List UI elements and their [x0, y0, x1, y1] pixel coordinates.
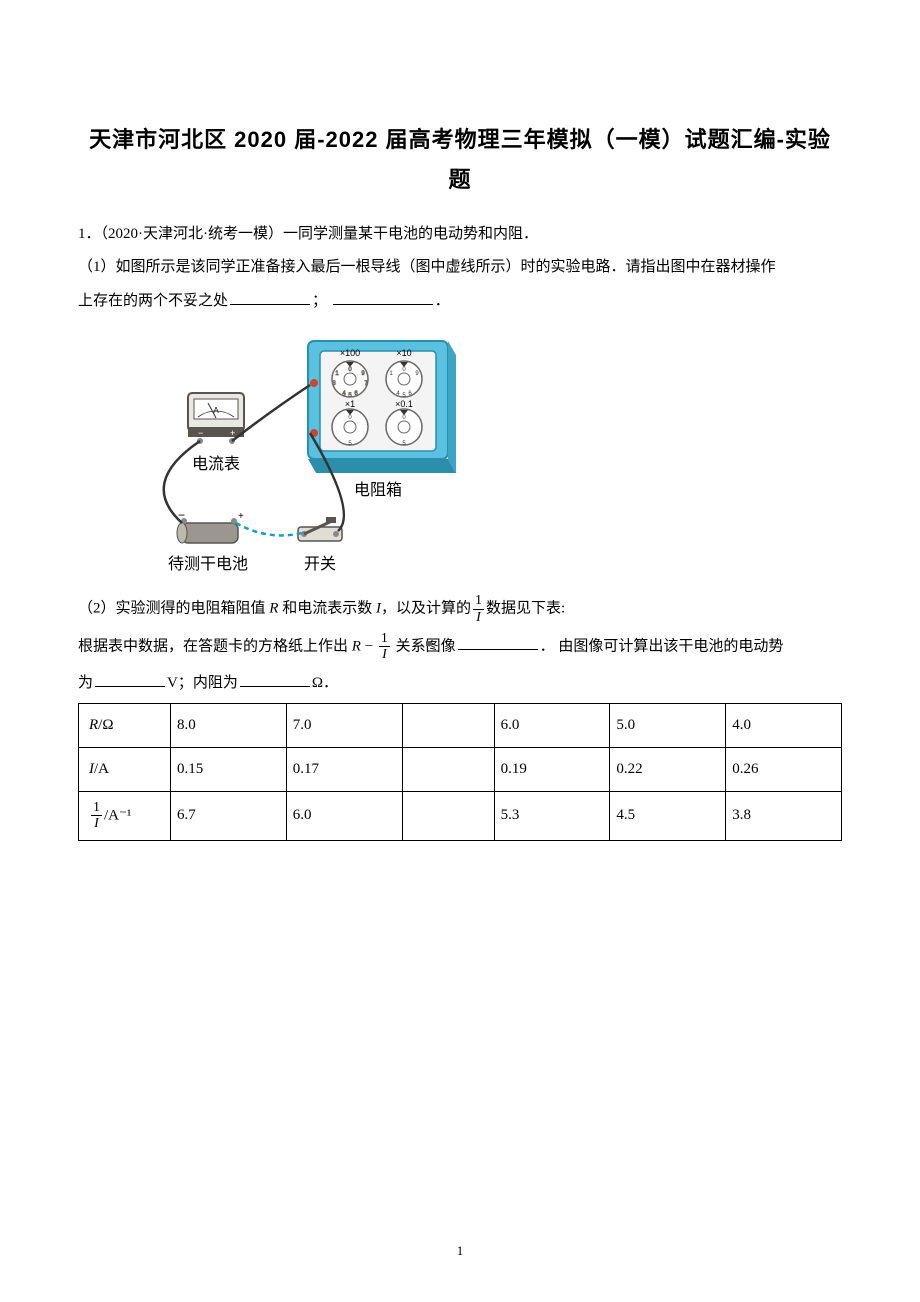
- cell: 7.0: [286, 703, 402, 747]
- cell: 0.22: [610, 747, 726, 791]
- period-1: ．: [435, 293, 450, 309]
- cell: 5.0: [610, 703, 726, 747]
- table-row: 1I/A⁻¹ 6.7 6.0 5.3 4.5 3.8: [79, 791, 842, 840]
- cell: 4.0: [726, 703, 842, 747]
- circuit-figure: ×100 0 1 9 3 7 4 6 5 ×10: [78, 323, 842, 583]
- row-header-I: I/A: [79, 747, 171, 791]
- q1-part1-line1: （1）如图所示是该同学正准备接入最后一根导线（图中虚线所示）时的实验电路．请指出…: [78, 254, 842, 281]
- cell-empty: [402, 747, 494, 791]
- marker-square: [426, 641, 431, 646]
- frac-1: 1I: [473, 593, 484, 625]
- resistance-box-label: 电阻箱: [354, 481, 402, 499]
- data-table: R/Ω 8.0 7.0 6.0 5.0 4.0 I/A 0.15 0.17 0.…: [78, 703, 842, 841]
- l4a: 为: [78, 675, 93, 691]
- p2d: 数据见下表:: [486, 601, 565, 617]
- p2b: 和电流表示数: [278, 601, 376, 617]
- circuit-svg: ×100 0 1 9 3 7 4 6 5 ×10: [78, 323, 458, 583]
- blank-1: [230, 287, 310, 305]
- page-title: 天津市河北区 2020 届-2022 届高考物理三年模拟（一模）试题汇编-实验题: [78, 120, 842, 199]
- row-header-invI: 1I/A⁻¹: [79, 791, 171, 840]
- q1-part2-line2: 根据表中数据，在答题卡的方格纸上作出 R − 1I 关系图像． 由图像可计算出该…: [78, 631, 842, 663]
- l4c: Ω．: [312, 675, 338, 691]
- q1-part2-line1: （2）实验测得的电阻箱阻值 R 和电流表示数 I，以及计算的1I数据见下表:: [78, 593, 842, 625]
- blank-4: [95, 669, 165, 687]
- q1-part1-line2: 上存在的两个不妥之处 ； ．: [78, 287, 842, 315]
- cell: 6.0: [286, 791, 402, 840]
- svg-text:−: −: [198, 428, 203, 438]
- cell: 0.17: [286, 747, 402, 791]
- frac-2: 1I: [379, 631, 390, 663]
- row-header-R: R/Ω: [79, 703, 171, 747]
- scale-1: ×1: [345, 399, 355, 409]
- q1-intro: 1．（2020·天津河北·统考一模）一同学测量某干电池的电动势和内阻．: [78, 221, 842, 248]
- battery: − +: [177, 508, 244, 543]
- wire-dashed: [236, 523, 302, 535]
- cell-empty: [402, 703, 494, 747]
- l4b: V；内阻为: [167, 675, 238, 691]
- resistance-box: ×100 0 1 9 3 7 4 6 5 ×10: [308, 341, 456, 473]
- scale-10: ×10: [396, 348, 411, 358]
- switch-label: 开关: [304, 555, 336, 573]
- q1-part2-line3: 为 V；内阻为 Ω．: [78, 669, 842, 697]
- cell: 6.0: [494, 703, 610, 747]
- cell: 3.8: [726, 791, 842, 840]
- l3a: 根据表中数据，在答题卡的方格纸上作出: [78, 638, 348, 654]
- cell: 8.0: [171, 703, 287, 747]
- svg-text:A: A: [213, 406, 219, 415]
- scale-01: ×0.1: [395, 399, 413, 409]
- sep-1: ；: [312, 293, 327, 309]
- cell: 5.3: [494, 791, 610, 840]
- q1-part1-text: 上存在的两个不妥之处: [78, 293, 228, 309]
- cell-empty: [402, 791, 494, 840]
- cell: 0.26: [726, 747, 842, 791]
- R-sym-2: R: [352, 638, 361, 654]
- battery-label: 待测干电池: [168, 555, 248, 573]
- blank-2: [333, 287, 433, 305]
- cell: 0.15: [171, 747, 287, 791]
- cell: 4.5: [610, 791, 726, 840]
- blank-5: [240, 669, 310, 687]
- cell: 6.7: [171, 791, 287, 840]
- p2a: （2）实验测得的电阻箱阻值: [78, 601, 269, 617]
- blank-3: [458, 632, 538, 650]
- ammeter-label: 电流表: [192, 455, 240, 473]
- svg-text:+: +: [230, 428, 235, 438]
- ammeter: A − +: [188, 393, 244, 444]
- scale-100: ×100: [340, 348, 360, 358]
- p2c: ，以及计算的: [381, 601, 471, 617]
- cell: 0.19: [494, 747, 610, 791]
- svg-text:+: +: [238, 511, 244, 522]
- table-row: I/A 0.15 0.17 0.19 0.22 0.26: [79, 747, 842, 791]
- page-number: 1: [0, 1239, 920, 1262]
- l3c: ． 由图像可计算出该干电池的电动势: [540, 638, 784, 654]
- table-row: R/Ω 8.0 7.0 6.0 5.0 4.0: [79, 703, 842, 747]
- switch: [298, 517, 342, 541]
